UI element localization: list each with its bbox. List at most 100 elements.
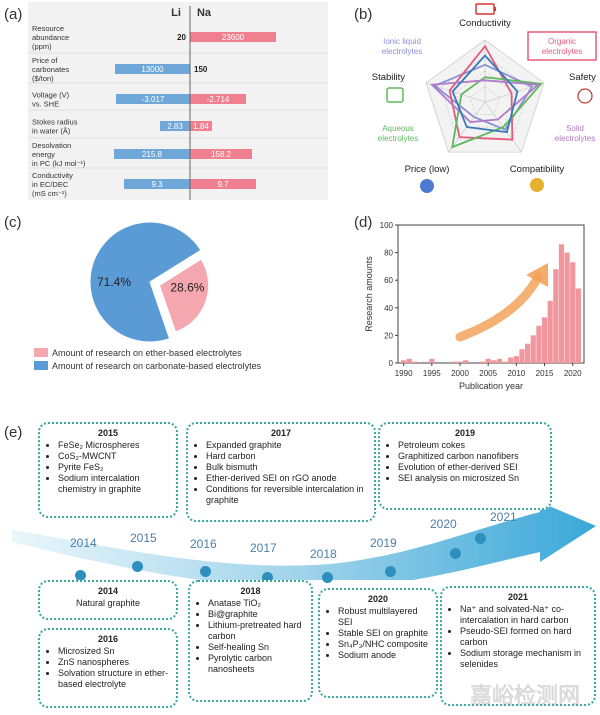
radar-spoke — [484, 82, 545, 103]
box-title: 2019 — [454, 428, 476, 438]
data-bar — [496, 358, 503, 363]
chart-b-electrolyte-radar: Conductivity Safety Compatibility Price (lo… — [372, 3, 597, 193]
row-label: energy — [32, 150, 55, 159]
radar-series — [451, 54, 519, 134]
fire-warning-icon — [577, 88, 593, 104]
box-item: FeSe₂ Microspheres — [58, 440, 170, 451]
li-bar — [116, 94, 190, 104]
y-tick-label: 40 — [384, 304, 393, 313]
box-title: 2016 — [97, 634, 119, 644]
trend-arrow-head — [526, 263, 548, 287]
panel-label-a: (a) — [4, 6, 23, 23]
x-tick-label: 1990 — [395, 369, 413, 378]
li-bar — [114, 149, 190, 159]
timeline-dot — [200, 566, 211, 577]
x-axis-label: Publication year — [459, 381, 523, 391]
data-bar — [457, 361, 463, 363]
ionic-liquid-label: electrolytes — [382, 47, 422, 56]
aqueous-label: electrolytes — [378, 134, 418, 143]
box-item: Anatase TiO₂ — [208, 598, 305, 609]
box-item: Sodium storage mechanism in selenides — [460, 648, 588, 670]
box-item: Sodium intercalation chemistry in graphi… — [58, 473, 170, 495]
timeline-year-label: 2017 — [250, 541, 277, 555]
data-bar — [451, 361, 457, 363]
data-bar — [530, 335, 536, 363]
data-bar — [575, 288, 581, 363]
data-bar — [401, 360, 407, 363]
pie-slice-carbonate — [89, 221, 202, 343]
box-item: ZnS nanospheres — [58, 657, 170, 668]
data-bar — [463, 360, 469, 363]
legend-label: Amount of research on carbonate-based el… — [52, 361, 262, 371]
timeline-box-2020: 2020 Robust multilayered SEIStable SEI on… — [318, 588, 438, 698]
data-bar — [570, 262, 576, 363]
na-bar — [190, 179, 256, 189]
y-tick-label: 20 — [384, 331, 393, 340]
timeline-box-2017: 2017 Expanded graphiteHard carbonBulk bis… — [186, 422, 376, 522]
pie-label-carbonate: 71.4% — [97, 275, 131, 289]
timeline-year-label: 2018 — [310, 547, 337, 561]
timeline-arrow — [12, 502, 596, 580]
data-bar — [508, 357, 514, 363]
row-label: in EC/DEC — [32, 180, 69, 189]
box-title: 2021 — [507, 592, 529, 602]
box-title: 2020 — [367, 594, 389, 604]
box-title: 2018 — [240, 586, 261, 596]
data-bar — [479, 361, 486, 363]
timeline-box-2019: 2019 Petroleum cokesGraphitized carbon na… — [378, 422, 552, 510]
timeline-dot — [132, 561, 143, 572]
row-label: Stokes radius — [32, 118, 78, 127]
box-item: Bi@graphite — [208, 609, 305, 620]
box-item: Evolution of ether-derived SEI — [398, 462, 544, 473]
na-value: 9.7 — [217, 180, 229, 189]
data-bar — [491, 360, 497, 363]
box-item: Sodium anode — [338, 650, 430, 661]
timeline-dot — [322, 572, 333, 583]
y-tick-label: 60 — [384, 276, 393, 285]
timeline-dot — [262, 572, 273, 583]
timeline-box-2016: 2016 Microsized SnZnS nanospheresSolvatio… — [38, 628, 178, 708]
y-axis-label: Research amounts — [364, 256, 374, 332]
data-bar — [541, 317, 548, 363]
legend-label: Amount of research on ether-based electr… — [52, 348, 242, 358]
radar-axis-label: Price (low) — [405, 164, 450, 175]
data-bar — [547, 300, 553, 363]
li-value: 9.3 — [151, 180, 163, 189]
box-title: 2017 — [270, 428, 292, 438]
row-label: Resource — [32, 24, 64, 33]
timeline-year-label: 2014 — [70, 536, 97, 550]
panel-label-b: (b) — [354, 6, 373, 23]
organic-label: electrolytes — [542, 47, 582, 56]
box-item: Bulk bismuth — [206, 462, 368, 473]
timeline-year-label: 2020 — [430, 517, 457, 531]
y-tick-label: 0 — [389, 359, 394, 368]
li-header: Li — [171, 7, 181, 19]
row-label: ($/ton) — [32, 74, 54, 83]
row-label: (mS cm⁻¹) — [32, 189, 67, 198]
na-bar — [190, 121, 212, 131]
timeline-dot — [450, 548, 461, 559]
row-label: abundance — [32, 33, 69, 42]
radar-axis-label: Safety — [569, 72, 596, 83]
li-value: 215.8 — [142, 150, 163, 159]
panel-label-e: (e) — [4, 424, 23, 441]
row-label: carbonates — [32, 65, 69, 74]
legend-swatch — [34, 348, 48, 357]
radar-series — [451, 76, 543, 149]
radar-axis-label: Conductivity — [459, 18, 511, 29]
plot-frame — [397, 224, 585, 364]
radar-grid — [469, 86, 501, 115]
data-bar — [564, 252, 570, 363]
solid-label: electrolytes — [555, 134, 595, 143]
panel-label-c: (c) — [4, 214, 22, 231]
data-bar — [513, 356, 519, 363]
li-bar — [115, 64, 190, 74]
timeline-box-2018: 2018 Anatase TiO₂Bi@graphiteLithium-pretr… — [188, 580, 313, 702]
battery-icon — [475, 3, 495, 15]
data-bar — [553, 269, 559, 363]
box-item: Sn₄P₃/NHC composite — [338, 639, 430, 650]
box-item: Hard carbon — [206, 451, 368, 462]
ionic-liquid-label: Ionic liquid — [383, 37, 421, 46]
chart-c-pie: 28.6% 71.4% Amount of research on ether-ba… — [34, 221, 262, 371]
